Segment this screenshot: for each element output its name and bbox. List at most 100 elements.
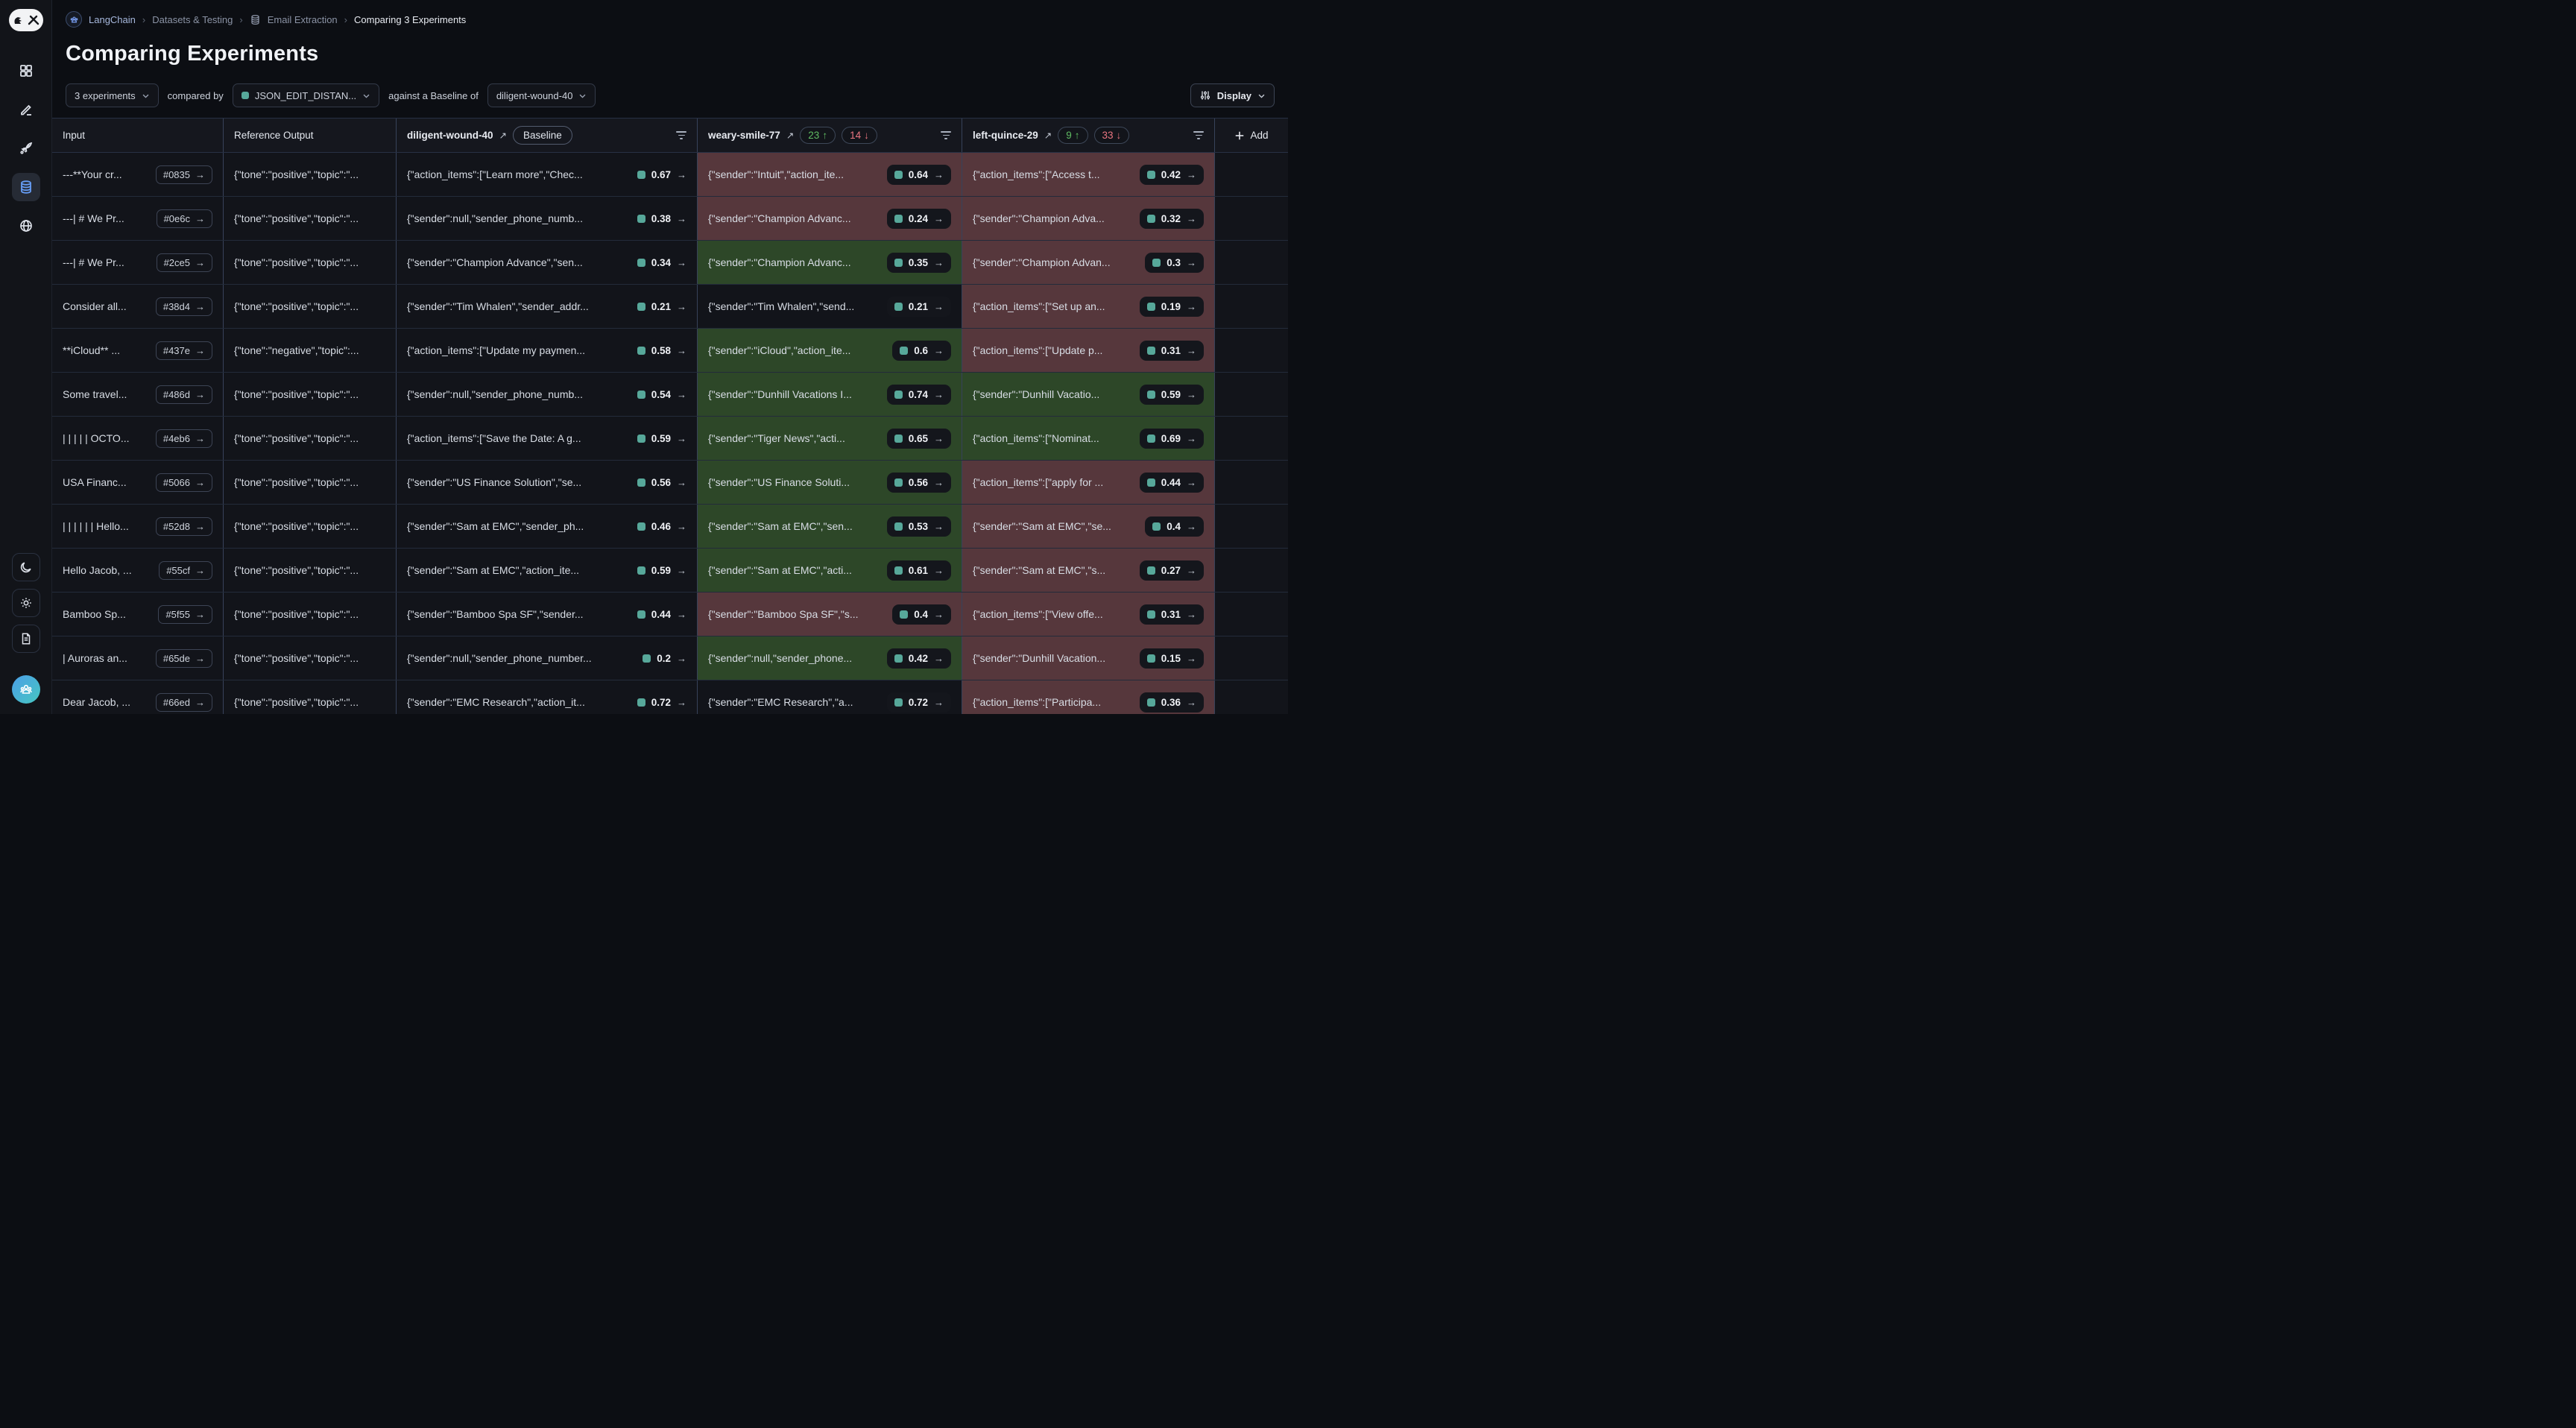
- weary-score[interactable]: 0.24 →: [887, 209, 951, 229]
- quince-output-cell[interactable]: {"sender":"Champion Adva... 0.32 →: [962, 197, 1215, 240]
- weary-output-cell[interactable]: {"sender":"Tiger News","acti... 0.65 →: [698, 417, 962, 460]
- baseline-selector[interactable]: diligent-wound-40: [487, 83, 596, 107]
- input-cell[interactable]: | | | | | OCTO... #4eb6 →: [52, 417, 224, 460]
- baseline-score[interactable]: 0.21 →: [637, 301, 686, 312]
- input-cell[interactable]: Consider all... #38d4 →: [52, 285, 224, 328]
- input-cell[interactable]: ---| # We Pr... #0e6c →: [52, 197, 224, 240]
- quince-score[interactable]: 0.31 →: [1140, 604, 1204, 625]
- reference-output-cell[interactable]: {"tone":"positive","topic":"...: [224, 461, 397, 504]
- settings-button[interactable]: [12, 589, 40, 617]
- example-id-pill[interactable]: #5f55 →: [158, 605, 212, 624]
- baseline-output-cell[interactable]: {"sender":null,"sender_phone_numb... 0.3…: [397, 197, 698, 240]
- baseline-score[interactable]: 0.44 →: [637, 609, 686, 620]
- weary-output-cell[interactable]: {"sender":"Bamboo Spa SF","s... 0.4 →: [698, 593, 962, 636]
- baseline-output-cell[interactable]: {"sender":null,"sender_phone_numb... 0.5…: [397, 373, 698, 416]
- reference-output-cell[interactable]: {"tone":"positive","topic":"...: [224, 636, 397, 680]
- input-cell[interactable]: **iCloud** ... #437e →: [52, 329, 224, 372]
- quince-output-cell[interactable]: {"action_items":["Nominat... 0.69 →: [962, 417, 1215, 460]
- external-link-icon[interactable]: ↗: [786, 130, 794, 141]
- baseline-score[interactable]: 0.59 →: [637, 433, 686, 444]
- reference-output-cell[interactable]: {"tone":"positive","topic":"...: [224, 241, 397, 284]
- baseline-score[interactable]: 0.46 →: [637, 521, 686, 532]
- baseline-score[interactable]: 0.56 →: [637, 477, 686, 488]
- quince-output-cell[interactable]: {"action_items":["apply for ... 0.44 →: [962, 461, 1215, 504]
- example-id-pill[interactable]: #5066 →: [156, 473, 212, 492]
- input-cell[interactable]: Bamboo Sp... #5f55 →: [52, 593, 224, 636]
- input-cell[interactable]: ---**Your cr... #0835 →: [52, 153, 224, 196]
- experiments-selector[interactable]: 3 experiments: [66, 83, 159, 107]
- baseline-score[interactable]: 0.2 →: [643, 653, 686, 664]
- baseline-output-cell[interactable]: {"sender":"Tim Whalen","sender_addr... 0…: [397, 285, 698, 328]
- quince-score[interactable]: 0.19 →: [1140, 297, 1204, 317]
- weary-score[interactable]: 0.72 →: [887, 692, 951, 713]
- baseline-experiment-name[interactable]: diligent-wound-40: [407, 130, 493, 141]
- baseline-output-cell[interactable]: {"action_items":["Update my paymen... 0.…: [397, 329, 698, 372]
- quince-output-cell[interactable]: {"sender":"Sam at EMC","se... 0.4 →: [962, 505, 1215, 548]
- quince-score[interactable]: 0.69 →: [1140, 429, 1204, 449]
- quince-output-cell[interactable]: {"sender":"Dunhill Vacatio... 0.59 →: [962, 373, 1215, 416]
- weary-output-cell[interactable]: {"sender":"Tim Whalen","send... 0.21 →: [698, 285, 962, 328]
- baseline-output-cell[interactable]: {"sender":"US Finance Solution","se... 0…: [397, 461, 698, 504]
- weary-score[interactable]: 0.65 →: [887, 429, 951, 449]
- quince-score[interactable]: 0.27 →: [1140, 560, 1204, 581]
- external-link-icon[interactable]: ↗: [499, 130, 507, 141]
- example-id-pill[interactable]: #4eb6 →: [156, 429, 212, 448]
- weary-score[interactable]: 0.35 →: [887, 253, 951, 273]
- baseline-score[interactable]: 0.59 →: [637, 565, 686, 576]
- weary-score[interactable]: 0.21 →: [887, 297, 951, 317]
- breadcrumb-section[interactable]: Datasets & Testing: [152, 14, 233, 25]
- example-id-pill[interactable]: #2ce5 →: [157, 253, 212, 272]
- baseline-output-cell[interactable]: {"sender":"Sam at EMC","action_ite... 0.…: [397, 549, 698, 592]
- theme-toggle-button[interactable]: [12, 553, 40, 581]
- reference-output-cell[interactable]: {"tone":"positive","topic":"...: [224, 285, 397, 328]
- weary-output-cell[interactable]: {"sender":"iCloud","action_ite... 0.6 →: [698, 329, 962, 372]
- quince-output-cell[interactable]: {"action_items":["Access t... 0.42 →: [962, 153, 1215, 196]
- sidebar-item-deployments[interactable]: [12, 134, 40, 162]
- reference-output-cell[interactable]: {"tone":"positive","topic":"...: [224, 593, 397, 636]
- weary-output-cell[interactable]: {"sender":"Intuit","action_ite... 0.64 →: [698, 153, 962, 196]
- weary-score[interactable]: 0.6 →: [892, 341, 951, 361]
- example-id-pill[interactable]: #55cf →: [159, 561, 212, 580]
- display-button[interactable]: Display: [1190, 83, 1275, 107]
- example-id-pill[interactable]: #0835 →: [156, 165, 212, 184]
- reference-output-cell[interactable]: {"tone":"negative","topic":...: [224, 329, 397, 372]
- baseline-output-cell[interactable]: {"sender":"Sam at EMC","sender_ph... 0.4…: [397, 505, 698, 548]
- quince-score[interactable]: 0.32 →: [1140, 209, 1204, 229]
- metric-selector[interactable]: JSON_EDIT_DISTAN...: [233, 83, 379, 107]
- quince-score[interactable]: 0.31 →: [1140, 341, 1204, 361]
- sidebar-item-datasets[interactable]: [12, 173, 40, 201]
- baseline-score[interactable]: 0.67 →: [637, 169, 686, 180]
- weary-output-cell[interactable]: {"sender":"Dunhill Vacations I... 0.74 →: [698, 373, 962, 416]
- input-cell[interactable]: Dear Jacob, ... #66ed →: [52, 680, 224, 714]
- baseline-output-cell[interactable]: {"sender":"EMC Research","action_it... 0…: [397, 680, 698, 714]
- baseline-output-cell[interactable]: {"sender":"Bamboo Spa SF","sender... 0.4…: [397, 593, 698, 636]
- baseline-output-cell[interactable]: {"sender":"Champion Advance","sen... 0.3…: [397, 241, 698, 284]
- weary-score[interactable]: 0.56 →: [887, 473, 951, 493]
- reference-output-cell[interactable]: {"tone":"positive","topic":"...: [224, 417, 397, 460]
- weary-experiment-name[interactable]: weary-smile-77: [708, 130, 780, 141]
- weary-score[interactable]: 0.74 →: [887, 385, 951, 405]
- reference-output-cell[interactable]: {"tone":"positive","topic":"...: [224, 680, 397, 714]
- filter-icon[interactable]: [941, 131, 951, 139]
- example-id-pill[interactable]: #66ed →: [156, 693, 212, 712]
- baseline-score[interactable]: 0.54 →: [637, 389, 686, 400]
- add-experiment-button[interactable]: Add: [1234, 130, 1268, 141]
- quince-output-cell[interactable]: {"action_items":["Update p... 0.31 →: [962, 329, 1215, 372]
- baseline-output-cell[interactable]: {"sender":null,"sender_phone_number... 0…: [397, 636, 698, 680]
- sidebar-item-hub[interactable]: [12, 212, 40, 240]
- reference-output-cell[interactable]: {"tone":"positive","topic":"...: [224, 505, 397, 548]
- quince-experiment-name[interactable]: left-quince-29: [973, 130, 1038, 141]
- sidebar-item-annotate[interactable]: [12, 95, 40, 124]
- reference-output-cell[interactable]: {"tone":"positive","topic":"...: [224, 373, 397, 416]
- baseline-score[interactable]: 0.58 →: [637, 345, 686, 356]
- baseline-output-cell[interactable]: {"action_items":["Save the Date: A g... …: [397, 417, 698, 460]
- input-cell[interactable]: Some travel... #486d →: [52, 373, 224, 416]
- workspace-avatar[interactable]: [12, 675, 40, 704]
- breadcrumb-dataset[interactable]: Email Extraction: [268, 14, 338, 25]
- quince-score[interactable]: 0.36 →: [1140, 692, 1204, 713]
- reference-output-cell[interactable]: {"tone":"positive","topic":"...: [224, 153, 397, 196]
- quince-score[interactable]: 0.15 →: [1140, 648, 1204, 669]
- input-cell[interactable]: Hello Jacob, ... #55cf →: [52, 549, 224, 592]
- input-cell[interactable]: ---| # We Pr... #2ce5 →: [52, 241, 224, 284]
- example-id-pill[interactable]: #0e6c →: [157, 209, 212, 228]
